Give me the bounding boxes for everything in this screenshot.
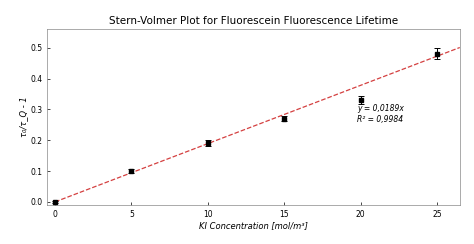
X-axis label: KI Concentration [mol/m³]: KI Concentration [mol/m³] <box>199 222 308 231</box>
Text: y = 0,0189x
R² = 0,9984: y = 0,0189x R² = 0,9984 <box>357 104 404 124</box>
Title: Stern-Volmer Plot for Fluorescein Fluorescence Lifetime: Stern-Volmer Plot for Fluorescein Fluore… <box>109 16 398 26</box>
Y-axis label: τ₀/τ_Q - 1: τ₀/τ_Q - 1 <box>18 97 27 138</box>
